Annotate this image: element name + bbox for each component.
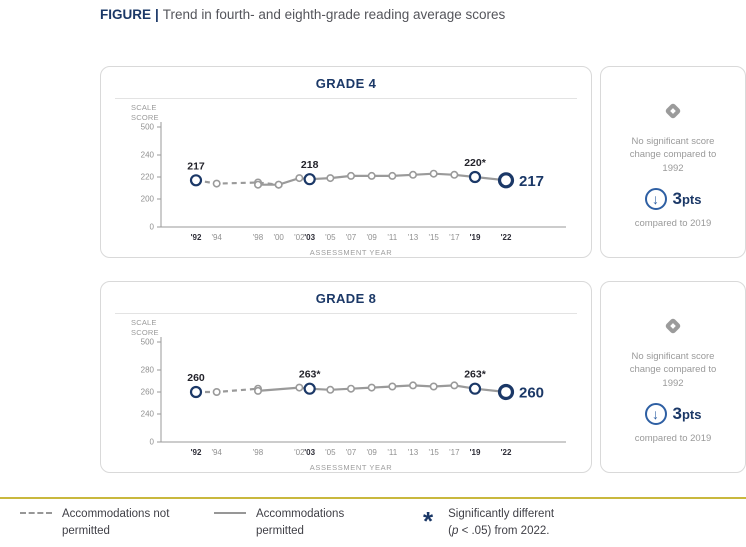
svg-text:'09: '09 [366, 448, 377, 457]
legend-item-solid: Accommodations permitted [214, 506, 348, 541]
grade-8-chart-card: GRADE 8 SCALE SCORE 500 280 260 240 0 '92 '94 '… [100, 281, 592, 473]
svg-text:'13: '13 [408, 448, 419, 457]
title-divider [115, 98, 577, 99]
svg-text:'13: '13 [408, 233, 419, 242]
svg-text:220*: 220* [464, 157, 487, 169]
svg-text:'07: '07 [346, 233, 357, 242]
svg-text:'02: '02 [294, 448, 305, 457]
svg-text:218: 218 [301, 159, 319, 171]
svg-text:'92: '92 [191, 233, 202, 242]
svg-text:'15: '15 [428, 448, 439, 457]
grade-4-title: GRADE 4 [315, 76, 377, 91]
svg-text:500: 500 [141, 123, 155, 132]
legend-item-dashed: Accommodations not permitted [20, 506, 180, 541]
svg-text:'19: '19 [470, 448, 481, 457]
significant-line1: Significantly different [448, 508, 555, 520]
no-change-text: No significant score change compared to … [629, 351, 717, 389]
score-change-row: ↓ 3pts [644, 187, 702, 210]
down-arrow-icon: ↓ [644, 187, 667, 210]
svg-text:'09: '09 [366, 233, 377, 242]
svg-text:'92: '92 [191, 448, 202, 457]
points-change: 3pts [673, 404, 702, 424]
figure-separator: | [155, 7, 159, 22]
svg-text:240: 240 [141, 410, 155, 419]
asterisk-icon: * [423, 506, 434, 536]
grade-4-summary-card: No significant score change compared to … [600, 66, 746, 258]
svg-text:217: 217 [187, 160, 205, 172]
y-axis-label: SCALE SCORE [131, 318, 159, 338]
svg-text:'11: '11 [387, 448, 397, 457]
points-value: 3 [672, 403, 682, 423]
svg-text:260: 260 [519, 385, 544, 402]
svg-text:0: 0 [150, 438, 155, 447]
svg-text:'05: '05 [325, 448, 336, 457]
svg-text:240: 240 [141, 151, 155, 160]
no-change-text: No significant score change compared to … [629, 136, 717, 174]
compare-text: compared to 2019 [634, 217, 712, 229]
svg-text:260: 260 [187, 372, 205, 384]
down-arrow-icon: ↓ [644, 402, 667, 425]
no-change-diamond-icon [664, 310, 682, 342]
figure-title-text: Trend in fourth- and eighth-grade readin… [162, 7, 506, 22]
svg-text:0: 0 [150, 223, 155, 232]
svg-text:260: 260 [141, 388, 155, 397]
grade-8-summary-card: No significant score change compared to … [600, 281, 746, 473]
svg-text:'02: '02 [294, 233, 305, 242]
svg-text:'03: '03 [304, 448, 315, 457]
no-change-diamond-icon [664, 95, 682, 127]
svg-text:263*: 263* [299, 369, 322, 381]
svg-text:'94: '94 [211, 448, 222, 457]
grade-4-trend-chart: 500 240 220 200 0 '92 '94 '98 '00 '02'03 '05 '07 '09… [141, 122, 566, 257]
svg-text:'05: '05 [325, 233, 336, 242]
svg-text:'94: '94 [211, 233, 222, 242]
svg-text:'07: '07 [346, 448, 357, 457]
legend-significant-label: Significantly different (p < .05) from 2… [448, 506, 554, 541]
title-divider [115, 313, 577, 314]
svg-text:ASSESSMENT YEAR: ASSESSMENT YEAR [310, 248, 393, 257]
grade-4-chart-card: GRADE 4 SCALE SCORE 500 240 220 200 0 '92 '94 '… [100, 66, 592, 258]
svg-text:ASSESSMENT YEAR: ASSESSMENT YEAR [310, 463, 393, 472]
svg-text:'22: '22 [501, 448, 512, 457]
legend-item-significant: * Significantly different (p < .05) from… [423, 506, 554, 541]
svg-text:220: 220 [141, 173, 155, 182]
compare-text: compared to 2019 [634, 432, 712, 444]
legend-dashed-label: Accommodations not permitted [62, 508, 170, 538]
figure-title: FIGURE | Trend in fourth- and eighth-grade… [100, 7, 505, 22]
points-value: 3 [672, 188, 682, 208]
svg-text:280: 280 [141, 366, 155, 375]
grade-8-title: GRADE 8 [315, 291, 377, 306]
figure-label: FIGURE [100, 7, 152, 22]
svg-text:'15: '15 [428, 233, 439, 242]
y-axis-label: SCALE SCORE [131, 103, 159, 123]
points-unit: pts [681, 406, 702, 422]
svg-text:'19: '19 [470, 233, 481, 242]
dashed-line-swatch-icon [20, 512, 52, 514]
svg-text:500: 500 [141, 338, 155, 347]
svg-text:'17: '17 [449, 233, 460, 242]
svg-text:'98: '98 [253, 233, 264, 242]
points-unit: pts [681, 191, 702, 207]
svg-text:'11: '11 [387, 233, 397, 242]
svg-text:'03: '03 [304, 233, 315, 242]
diamond-shape [664, 102, 682, 120]
svg-text:'22: '22 [501, 233, 512, 242]
solid-line-swatch-icon [214, 512, 246, 514]
svg-text:'17: '17 [449, 448, 460, 457]
significant-rest: < .05) from 2022. [458, 525, 550, 538]
legend-solid-label: Accommodations permitted [256, 508, 345, 538]
diamond-shape [664, 317, 682, 335]
significant-paren: ( [448, 525, 452, 538]
svg-text:'00: '00 [273, 233, 284, 242]
points-change: 3pts [673, 189, 702, 209]
score-change-row: ↓ 3pts [644, 402, 702, 425]
svg-text:200: 200 [141, 195, 155, 204]
grade-8-trend-chart: 500 280 260 240 0 '92 '94 '98 '02'03 '05 '07 '09 '11… [141, 337, 566, 472]
gold-divider [0, 497, 746, 499]
svg-text:263*: 263* [464, 369, 487, 381]
significant-p: p [451, 525, 459, 538]
svg-text:217: 217 [519, 173, 544, 190]
svg-text:'98: '98 [253, 448, 264, 457]
